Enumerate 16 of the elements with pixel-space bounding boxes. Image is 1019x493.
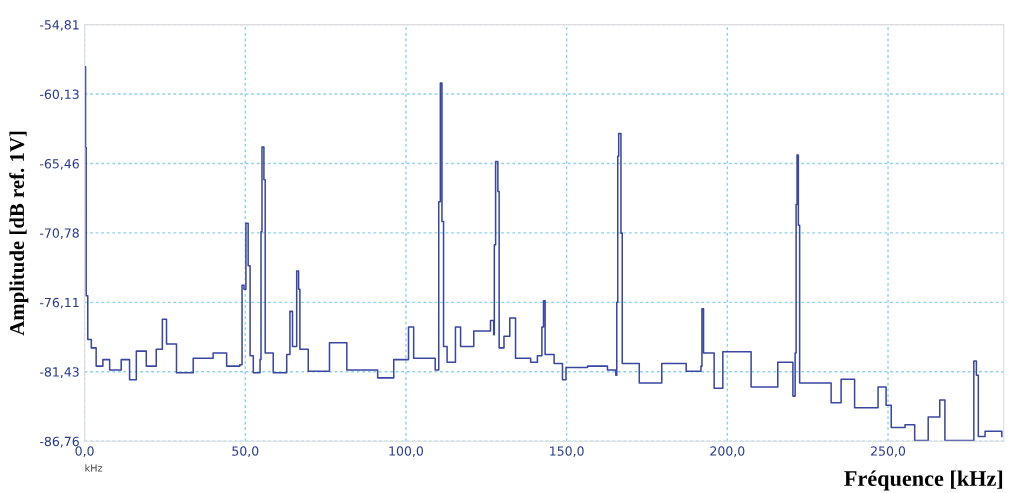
x-tick-label: 250,0 [871,446,906,458]
x-tick-label: 200,0 [710,446,745,458]
y-tick-label: -76,11 [40,297,79,309]
y-tick-label: -70,78 [40,228,79,240]
x-tick-label: 0,0 [75,446,94,458]
text: kHz [85,464,103,472]
y-tick-label: -86,76 [40,436,79,448]
y-tick-label: -54,81 [40,20,79,31]
y-axis-title: Amplitude [dB ref. 1V] [9,131,29,336]
y-tick-label: -81,43 [40,367,79,378]
x-tick-label: 50,0 [232,446,259,458]
y-tick-label: -65,46 [40,158,79,170]
y-tick-label: -60,13 [40,89,79,101]
x-tick-label: 100,0 [389,446,424,458]
x-axis-title: Fréquence [kHz] [844,470,1003,491]
x-tick-label: 150,0 [550,446,584,458]
